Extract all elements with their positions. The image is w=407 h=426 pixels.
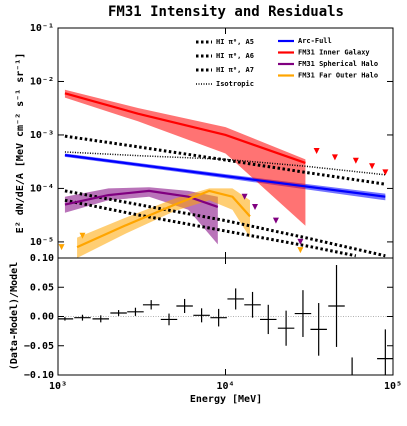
series-line <box>64 189 219 209</box>
plot-bottom <box>58 265 393 375</box>
series-line <box>76 189 251 249</box>
x-axis-label: Energy [MeV] <box>190 394 262 405</box>
legend-label: FM31 Inner Galaxy <box>298 49 370 57</box>
upper-limit <box>272 217 279 224</box>
legend-label: FM31 Spherical Halo <box>298 60 378 68</box>
legend-label: FM31 Far Outer Halo <box>298 72 378 80</box>
legend-label: Arc-Full <box>298 37 332 45</box>
y-tick-label: 10⁻² <box>30 76 54 87</box>
upper-limit <box>297 238 304 245</box>
legend-label: Isotropic <box>216 80 254 88</box>
y-tick-label: 10⁻⁴ <box>30 183 54 194</box>
y-tick-label: −0.05 <box>24 341 54 352</box>
y-axis-label: E² dN/dE/A [MeV cm⁻² s⁻¹ sr⁻¹] <box>15 53 26 234</box>
upper-limit <box>251 203 258 210</box>
series-line <box>64 151 386 176</box>
upper-limit <box>313 148 320 155</box>
upper-limit <box>352 157 359 164</box>
upper-limit <box>58 244 65 251</box>
upper-limit <box>241 193 248 200</box>
upper-limit <box>382 169 389 176</box>
series-line <box>64 154 386 198</box>
y-axis-label: (Data-Model)/Model <box>9 262 20 370</box>
y-tick-label: 0.10 <box>30 253 54 264</box>
band <box>77 188 250 258</box>
series-line <box>64 198 357 258</box>
x-tick-label: 10⁴ <box>216 381 234 392</box>
series-line <box>64 189 386 258</box>
upper-limit <box>297 247 304 254</box>
y-tick-label: 10⁻¹ <box>30 23 54 34</box>
y-tick-label: 0.05 <box>30 282 54 293</box>
upper-limit <box>79 232 86 239</box>
band <box>64 89 306 226</box>
y-tick-label: −0.10 <box>24 370 54 381</box>
upper-limit <box>331 154 338 161</box>
x-tick-label: 10⁵ <box>384 381 402 392</box>
y-tick-label: 0.00 <box>30 312 54 323</box>
upper-limit <box>369 163 376 170</box>
y-tick-label: 10⁻⁵ <box>30 237 54 248</box>
y-tick-label: 10⁻³ <box>30 130 54 141</box>
series-line <box>64 92 306 164</box>
legend-label: HI π⁰, A7 <box>216 66 254 74</box>
x-tick-label: 10³ <box>49 381 67 392</box>
chart-title: FM31 Intensity and Residuals <box>108 4 344 20</box>
legend-label: HI π⁰, A6 <box>216 52 254 60</box>
plot-top <box>58 89 389 258</box>
legend-label: HI π⁰, A5 <box>216 38 254 46</box>
